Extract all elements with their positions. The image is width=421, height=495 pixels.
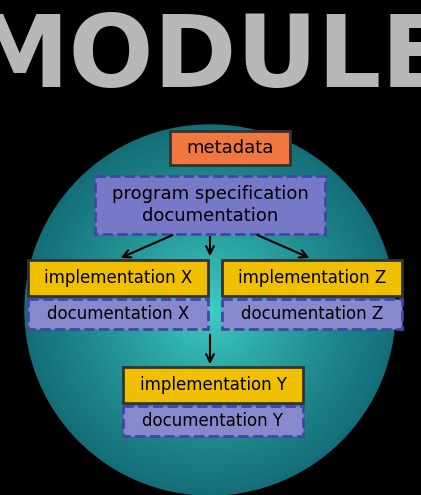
Ellipse shape (185, 285, 234, 335)
Ellipse shape (75, 174, 346, 446)
Ellipse shape (195, 295, 225, 325)
Text: implementation Y: implementation Y (139, 376, 287, 394)
Ellipse shape (80, 181, 339, 440)
Ellipse shape (170, 270, 250, 350)
Text: MODULE: MODULE (0, 11, 421, 108)
Ellipse shape (192, 292, 229, 329)
Text: documentation Y: documentation Y (142, 412, 283, 430)
FancyBboxPatch shape (123, 367, 303, 403)
Ellipse shape (105, 205, 315, 415)
FancyBboxPatch shape (222, 260, 402, 296)
Text: metadata: metadata (187, 139, 274, 157)
FancyBboxPatch shape (123, 406, 303, 436)
Text: implementation Z: implementation Z (238, 269, 386, 287)
Ellipse shape (173, 273, 247, 347)
Ellipse shape (71, 171, 349, 449)
Ellipse shape (127, 227, 293, 393)
Ellipse shape (176, 276, 244, 344)
Ellipse shape (25, 125, 395, 495)
Ellipse shape (124, 224, 296, 396)
Ellipse shape (115, 214, 306, 405)
Text: implementation X: implementation X (44, 269, 192, 287)
Ellipse shape (204, 304, 216, 316)
FancyBboxPatch shape (28, 260, 208, 296)
Ellipse shape (31, 131, 389, 489)
Ellipse shape (179, 279, 241, 341)
Ellipse shape (120, 221, 299, 399)
Ellipse shape (65, 165, 355, 455)
Ellipse shape (155, 254, 266, 365)
Ellipse shape (164, 264, 256, 356)
Ellipse shape (130, 230, 290, 390)
Ellipse shape (145, 245, 275, 375)
Ellipse shape (182, 282, 238, 338)
Ellipse shape (157, 257, 262, 362)
FancyBboxPatch shape (222, 299, 402, 329)
Ellipse shape (84, 184, 336, 437)
Ellipse shape (47, 147, 373, 473)
FancyBboxPatch shape (95, 176, 325, 234)
Ellipse shape (87, 187, 333, 433)
Ellipse shape (37, 137, 383, 483)
Ellipse shape (133, 233, 287, 387)
Ellipse shape (34, 134, 386, 486)
Text: documentation Z: documentation Z (241, 305, 383, 323)
Ellipse shape (111, 211, 309, 409)
Ellipse shape (117, 217, 303, 402)
Ellipse shape (167, 267, 253, 353)
Ellipse shape (59, 159, 361, 461)
Ellipse shape (40, 141, 380, 480)
Ellipse shape (139, 239, 281, 381)
Ellipse shape (77, 177, 343, 443)
Ellipse shape (189, 289, 232, 332)
Ellipse shape (207, 307, 213, 313)
Ellipse shape (62, 162, 358, 458)
FancyBboxPatch shape (170, 131, 290, 165)
Ellipse shape (161, 261, 259, 359)
Ellipse shape (102, 202, 318, 418)
Ellipse shape (142, 242, 278, 378)
Ellipse shape (56, 156, 364, 464)
Ellipse shape (43, 144, 376, 477)
Ellipse shape (152, 251, 269, 369)
Ellipse shape (96, 196, 324, 424)
Ellipse shape (148, 248, 272, 372)
Ellipse shape (68, 168, 352, 452)
Text: program specification
documentation: program specification documentation (112, 185, 308, 225)
Ellipse shape (28, 128, 392, 492)
Ellipse shape (198, 297, 222, 322)
Ellipse shape (50, 149, 370, 470)
Ellipse shape (53, 153, 367, 467)
FancyBboxPatch shape (28, 299, 208, 329)
Ellipse shape (99, 199, 321, 421)
Text: documentation X: documentation X (47, 305, 189, 323)
Ellipse shape (136, 236, 284, 384)
Ellipse shape (93, 193, 327, 427)
Ellipse shape (108, 208, 312, 412)
Ellipse shape (90, 190, 330, 430)
Ellipse shape (201, 301, 219, 319)
